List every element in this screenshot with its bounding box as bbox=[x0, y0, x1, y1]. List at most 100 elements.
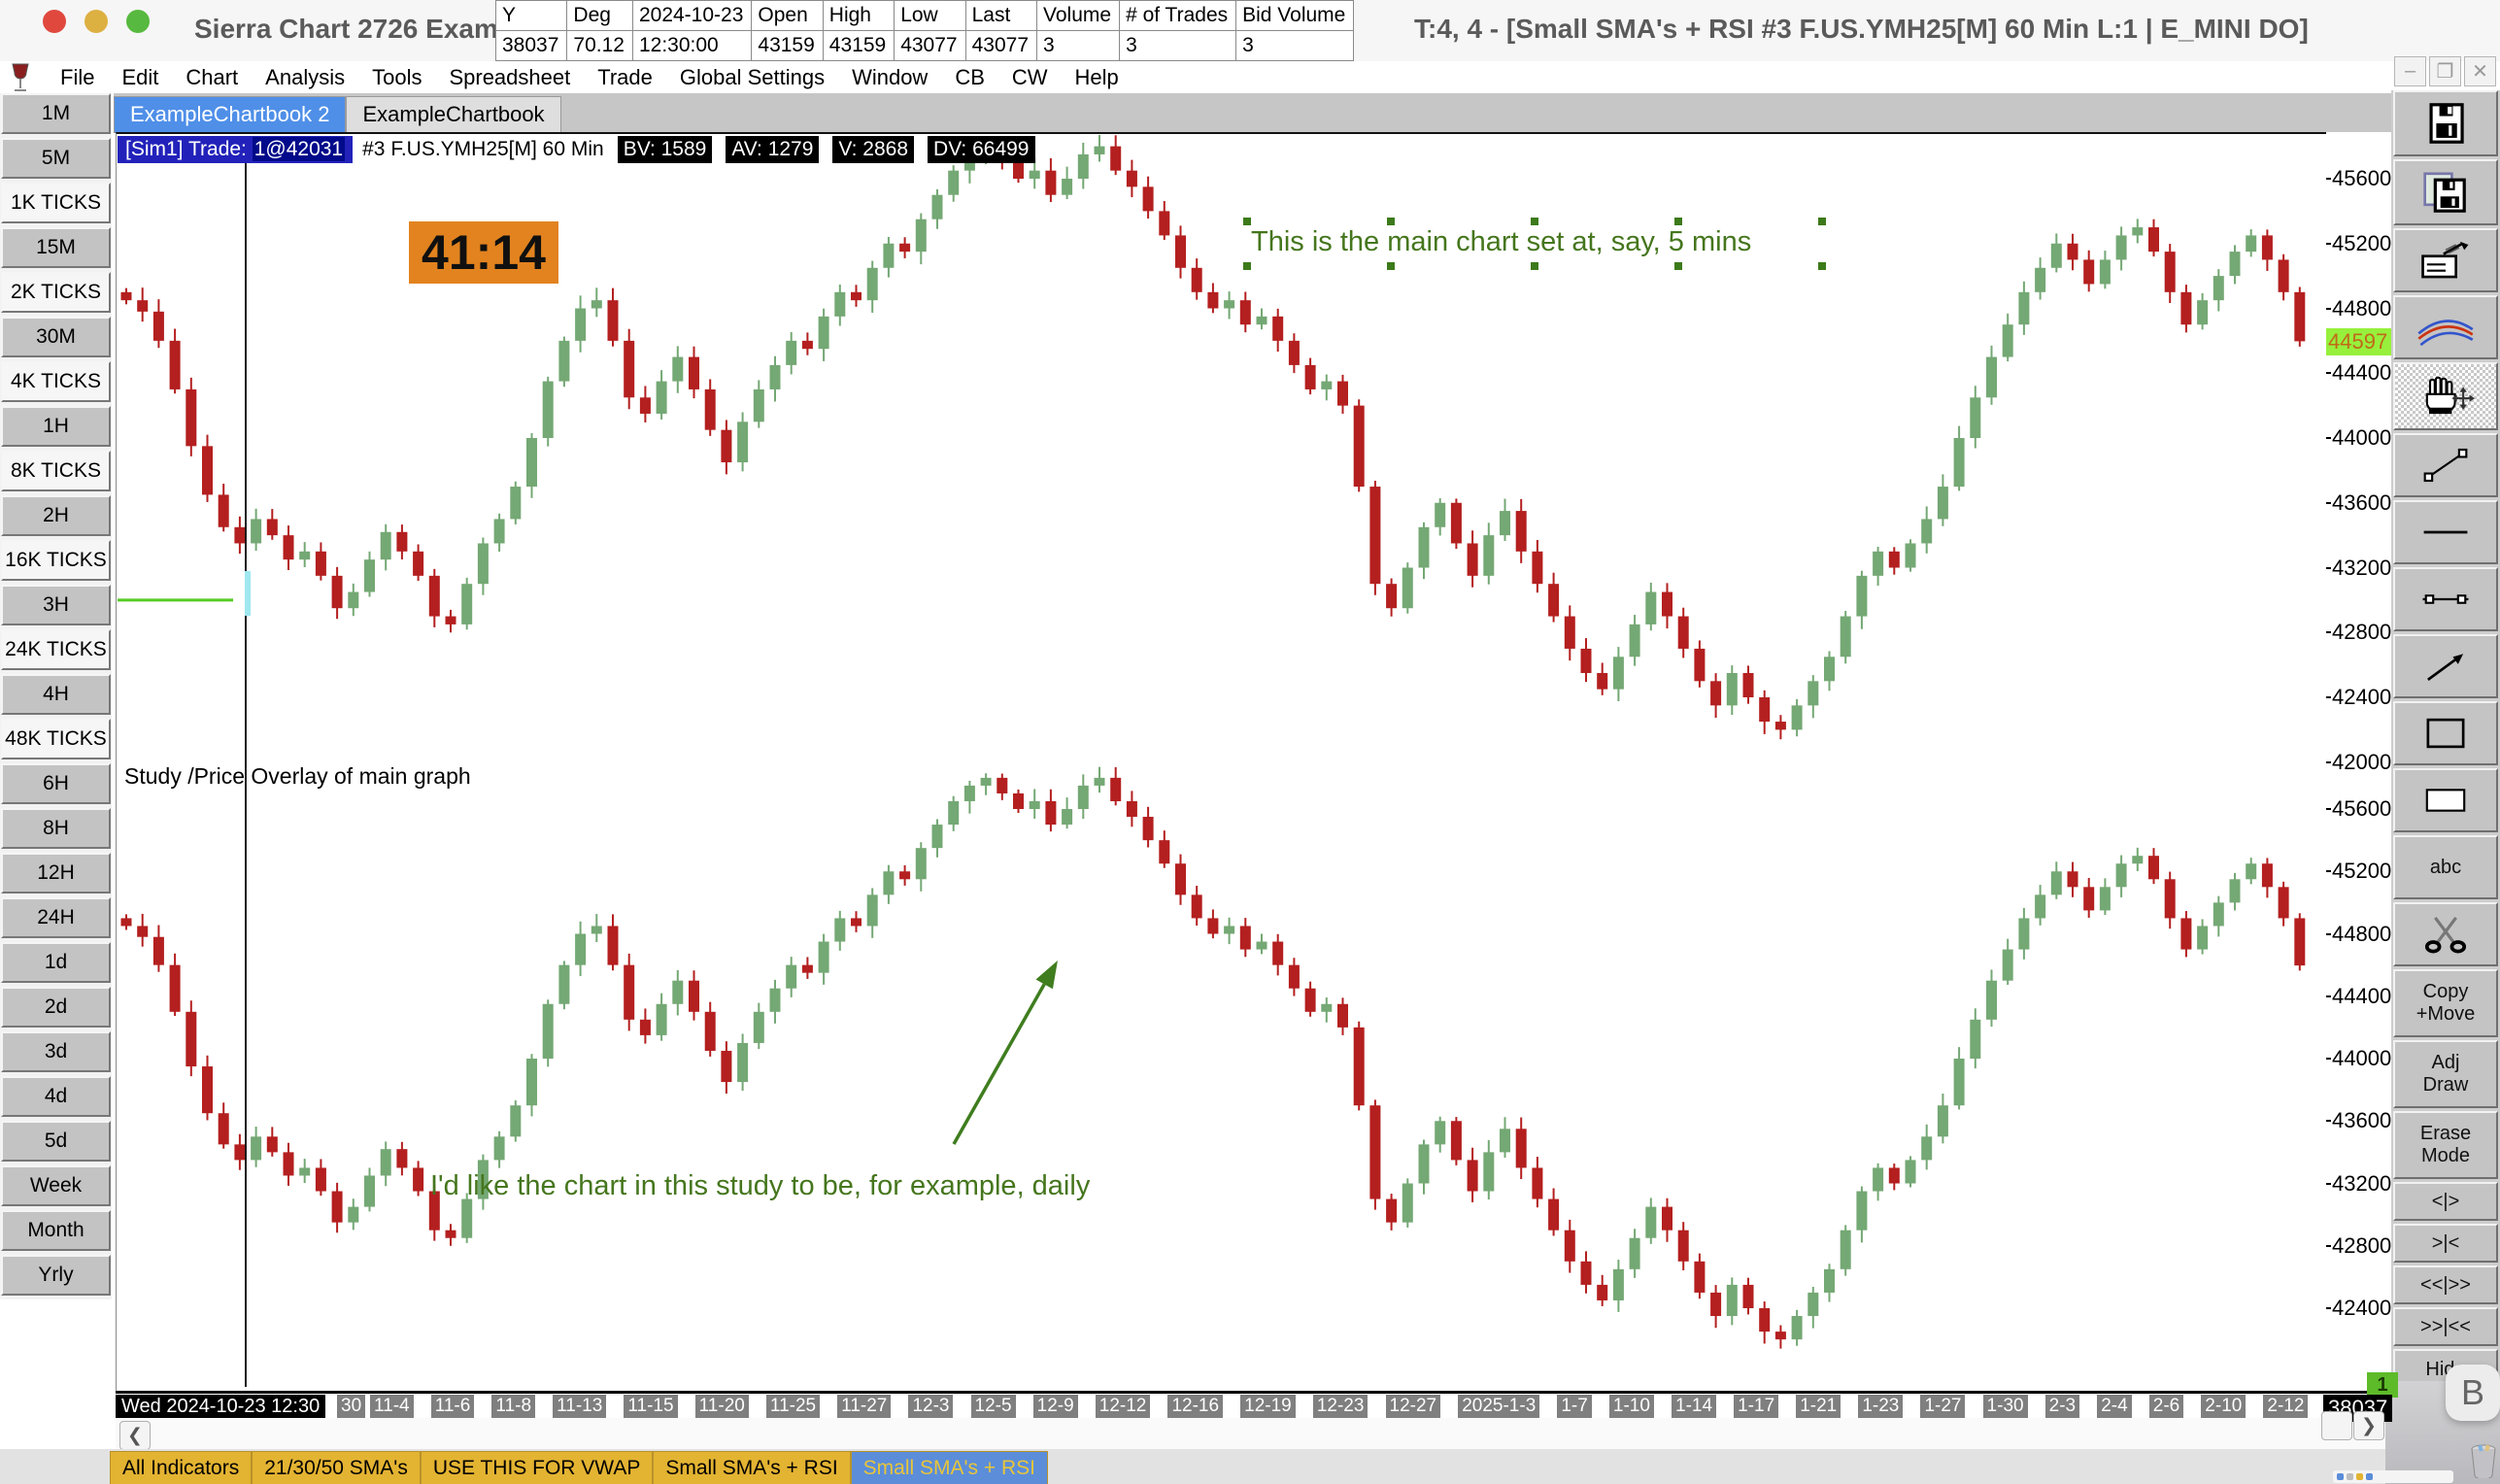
menu-item[interactable]: Chart bbox=[186, 64, 239, 89]
selection-handle[interactable] bbox=[1674, 262, 1682, 270]
date-label: 2-12 bbox=[2263, 1395, 2309, 1418]
extended-line-tool-button[interactable] bbox=[2393, 567, 2498, 631]
send-button[interactable] bbox=[2393, 228, 2498, 292]
selection-handle[interactable] bbox=[1243, 262, 1251, 270]
close-traffic-light[interactable] bbox=[43, 10, 66, 33]
selection-handle[interactable] bbox=[1243, 218, 1251, 225]
timeframe-button[interactable]: 4d bbox=[1, 1076, 111, 1117]
timeframe-button[interactable]: 5M bbox=[1, 138, 111, 179]
menu-item[interactable]: File bbox=[60, 64, 95, 89]
quote-value-row: 38037 70.12 12:30:00 43159 43159 43077 43077 3 3… bbox=[494, 30, 1355, 61]
menu-item[interactable]: Analysis bbox=[265, 64, 346, 89]
studies-tab[interactable]: Small SMA's + RSI bbox=[653, 1451, 851, 1484]
studies-tab[interactable]: Small SMA's + RSI bbox=[850, 1451, 1048, 1484]
zoom-out-button[interactable]: >>|<< bbox=[2393, 1307, 2498, 1346]
arrow-tool-button[interactable] bbox=[2393, 634, 2498, 698]
save-all-button[interactable] bbox=[2393, 159, 2498, 225]
selection-handle[interactable] bbox=[1387, 262, 1395, 270]
text-tool-button[interactable]: abc bbox=[2393, 835, 2498, 899]
scroll-left-button[interactable]: ❮ bbox=[119, 1421, 151, 1450]
studies-tab[interactable]: All Indicators bbox=[110, 1451, 253, 1484]
horizontal-scroll-row: ❮ bbox=[116, 1418, 2391, 1450]
timeframe-button-1m[interactable]: 1M bbox=[1, 93, 111, 134]
timeframe-button[interactable]: Week bbox=[1, 1165, 111, 1206]
menu-item[interactable]: Trade bbox=[597, 64, 653, 89]
scroll-right-button[interactable]: ❯ bbox=[2353, 1411, 2384, 1440]
hand-tool-button[interactable] bbox=[2393, 362, 2498, 430]
zigzag-tool-button[interactable] bbox=[2393, 295, 2498, 359]
timeframe-button[interactable]: 8K TICKS bbox=[1, 451, 111, 491]
date-label: 12-23 bbox=[1312, 1395, 1368, 1418]
timeframe-button[interactable]: 3d bbox=[1, 1031, 111, 1072]
menu-item[interactable]: Help bbox=[1074, 64, 1119, 89]
timeframe-button[interactable]: 48K TICKS bbox=[1, 719, 111, 759]
chart-area[interactable] bbox=[116, 132, 2326, 1393]
save-button[interactable] bbox=[2393, 90, 2498, 156]
menu-item[interactable]: Tools bbox=[372, 64, 422, 89]
selection-handle[interactable] bbox=[1531, 262, 1538, 270]
timeframe-button[interactable]: 16K TICKS bbox=[1, 540, 111, 581]
timeframe-button[interactable]: 6H bbox=[1, 763, 111, 804]
quote-cell: 43077 bbox=[964, 30, 1038, 61]
menu-item[interactable]: Spreadsheet bbox=[449, 64, 571, 89]
close-button[interactable]: ✕ bbox=[2464, 56, 2496, 86]
menu-item[interactable]: Edit bbox=[121, 64, 159, 89]
annotation-main-chart[interactable]: This is the main chart set at, say, 5 mi… bbox=[1251, 226, 1752, 257]
count-badge: 1 bbox=[2367, 1372, 2398, 1398]
filled-rectangle-tool-button[interactable] bbox=[2393, 768, 2498, 832]
hand-move-icon bbox=[2415, 375, 2477, 418]
copy-move-button[interactable]: Copy +Move bbox=[2393, 969, 2498, 1037]
price-scale[interactable]: 45600 45200 44800 44400 44000 43600 43200 42800… bbox=[2325, 132, 2392, 1391]
extended-line-icon bbox=[2415, 578, 2477, 621]
selection-handle[interactable] bbox=[1531, 218, 1538, 225]
timeframe-button[interactable]: 2H bbox=[1, 495, 111, 536]
menu-item[interactable]: CB bbox=[955, 64, 985, 89]
timeframe-button[interactable]: 1K TICKS bbox=[1, 183, 111, 223]
selection-handle[interactable] bbox=[1818, 218, 1826, 225]
minimize-traffic-light[interactable] bbox=[84, 10, 108, 33]
zoom-in-button[interactable]: <<|>> bbox=[2393, 1265, 2498, 1304]
menu-item[interactable]: CW bbox=[1011, 64, 1048, 89]
rectangle-tool-button[interactable] bbox=[2393, 701, 2498, 765]
timeframe-button[interactable]: 2K TICKS bbox=[1, 272, 111, 313]
timeframe-button[interactable]: Month bbox=[1, 1210, 111, 1251]
timeframe-button[interactable]: 30M bbox=[1, 317, 111, 357]
minimize-button[interactable]: – bbox=[2394, 56, 2426, 86]
menu-item[interactable]: Window bbox=[852, 64, 929, 89]
timeframe-button[interactable]: 24H bbox=[1, 897, 111, 938]
timeframe-button[interactable]: 1d bbox=[1, 942, 111, 983]
menu-item[interactable]: Global Settings bbox=[679, 64, 826, 89]
timeframe-button[interactable]: 5d bbox=[1, 1121, 111, 1162]
timeframe-button[interactable]: 2d bbox=[1, 987, 111, 1028]
timeframe-button[interactable]: 24K TICKS bbox=[1, 629, 111, 670]
erase-mode-button[interactable]: Erase Mode bbox=[2393, 1111, 2498, 1179]
cut-tool-button[interactable] bbox=[2393, 902, 2498, 966]
selection-handle[interactable] bbox=[1674, 218, 1682, 225]
scroll-blank-button[interactable] bbox=[2321, 1411, 2352, 1440]
adjust-draw-button[interactable]: Adj Draw bbox=[2393, 1040, 2498, 1108]
trendline-tool-button[interactable] bbox=[2393, 433, 2498, 497]
bar-spacing-decrease-button[interactable]: >|< bbox=[2393, 1224, 2498, 1263]
maximize-traffic-light[interactable] bbox=[126, 10, 150, 33]
timeframe-button[interactable]: 8H bbox=[1, 808, 111, 849]
horizontal-line-tool-button[interactable] bbox=[2393, 500, 2498, 564]
annotation-study-chart[interactable]: I'd like the chart in this study to be, … bbox=[430, 1170, 1091, 1201]
selection-handle[interactable] bbox=[1387, 218, 1395, 225]
chartbook-tab[interactable]: ExampleChartbook 2 bbox=[114, 96, 347, 132]
date-scale[interactable]: Wed 2024-10-23 12:30 30 11-4 11-6 11-8 11-1… bbox=[116, 1391, 2391, 1421]
timeframe-button[interactable]: 4K TICKS bbox=[1, 361, 111, 402]
chartbook-tab[interactable]: ExampleChartbook bbox=[346, 96, 561, 132]
timeframe-button[interactable]: 15M bbox=[1, 227, 111, 268]
restore-button[interactable]: ❐ bbox=[2429, 56, 2461, 86]
timeframe-button[interactable]: 12H bbox=[1, 853, 111, 894]
horizontal-line-icon bbox=[2415, 511, 2477, 554]
studies-tab[interactable]: 21/30/50 SMA's bbox=[252, 1451, 421, 1484]
timeframe-button[interactable]: 4H bbox=[1, 674, 111, 715]
selection-handle[interactable] bbox=[1818, 262, 1826, 270]
timeframe-button[interactable]: 3H bbox=[1, 585, 111, 625]
studies-tab[interactable]: USE THIS FOR VWAP bbox=[420, 1451, 654, 1484]
timeframe-button[interactable]: 1H bbox=[1, 406, 111, 447]
bar-spacing-increase-button[interactable]: <|> bbox=[2393, 1182, 2498, 1221]
timeframe-button[interactable]: Yrly bbox=[1, 1255, 111, 1296]
